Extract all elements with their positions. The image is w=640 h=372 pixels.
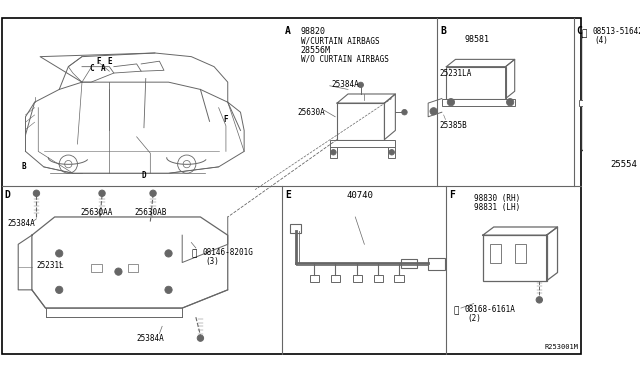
Text: B: B [22,162,26,171]
Bar [388,147,396,158]
Circle shape [33,190,40,196]
Text: 98830 (RH): 98830 (RH) [474,194,520,203]
Bar [577,33,580,168]
Circle shape [536,297,543,303]
Circle shape [197,335,204,341]
Text: Ⓢ: Ⓢ [454,306,459,315]
Bar [442,99,515,106]
Bar [310,275,319,282]
Text: 08168-6161A: 08168-6161A [465,305,515,314]
Bar [428,258,445,270]
Circle shape [447,99,454,106]
Text: Ⓢ: Ⓢ [581,29,587,38]
Bar [374,275,383,282]
Text: 25231L: 25231L [36,261,64,270]
Text: 25554: 25554 [611,160,637,169]
Text: E: E [285,190,291,200]
Text: E: E [108,57,112,65]
Text: Ⓢ: Ⓢ [191,249,196,258]
Circle shape [165,250,172,257]
Text: 08513-51642: 08513-51642 [592,28,640,36]
Text: 98820: 98820 [301,28,326,36]
Text: 25384A: 25384A [137,334,164,343]
Circle shape [331,150,336,155]
Text: 98831 (LH): 98831 (LH) [474,203,520,212]
Text: C: C [89,64,94,73]
Circle shape [358,82,364,88]
Text: 28556M: 28556M [301,46,331,55]
Text: D: D [4,190,10,200]
Bar [483,235,547,281]
Text: (2): (2) [467,314,481,323]
Text: F: F [449,190,455,200]
Bar [331,275,340,282]
Circle shape [99,190,105,196]
Circle shape [506,99,514,106]
Bar [632,135,639,140]
Text: 98581: 98581 [465,35,490,44]
Circle shape [389,150,394,155]
Text: C: C [577,26,582,36]
Bar [353,275,362,282]
Circle shape [150,190,156,196]
Circle shape [430,108,437,115]
Text: F: F [97,57,101,65]
Circle shape [115,268,122,275]
Text: A: A [101,64,106,73]
Circle shape [165,286,172,294]
Bar [91,264,102,272]
Bar [515,244,525,263]
Text: (4): (4) [594,36,608,45]
Text: B: B [440,26,446,36]
Text: 25385B: 25385B [439,121,467,130]
Circle shape [402,109,407,115]
Bar [290,224,301,233]
Text: R253001M: R253001M [545,344,579,350]
Bar [579,100,585,106]
Text: D: D [141,171,146,180]
Bar [601,135,609,140]
Bar [330,147,337,158]
Circle shape [56,250,63,257]
Bar [581,36,640,150]
Bar [490,244,501,263]
Text: W/CURTAIN AIRBAGS: W/CURTAIN AIRBAGS [301,36,380,46]
Circle shape [56,286,63,294]
Text: 25384A: 25384A [7,219,35,228]
Text: A: A [285,26,291,36]
Bar [401,259,417,268]
Text: W/O CURTAIN AIRBAGS: W/O CURTAIN AIRBAGS [301,55,388,64]
Text: 25231LA: 25231LA [439,70,472,78]
Text: 25630AB: 25630AB [135,208,167,217]
Text: 40740: 40740 [346,192,373,201]
Text: (3): (3) [205,257,219,266]
Bar [612,57,627,64]
Text: F: F [223,115,228,124]
Text: 08146-8201G: 08146-8201G [202,248,253,257]
Bar [337,103,385,140]
Bar [446,67,506,99]
Bar [394,275,404,282]
Text: 25384A: 25384A [332,80,359,89]
Bar [127,264,138,272]
Bar [330,140,396,147]
Text: 25630A: 25630A [298,108,326,117]
Text: 25630AA: 25630AA [80,208,113,217]
